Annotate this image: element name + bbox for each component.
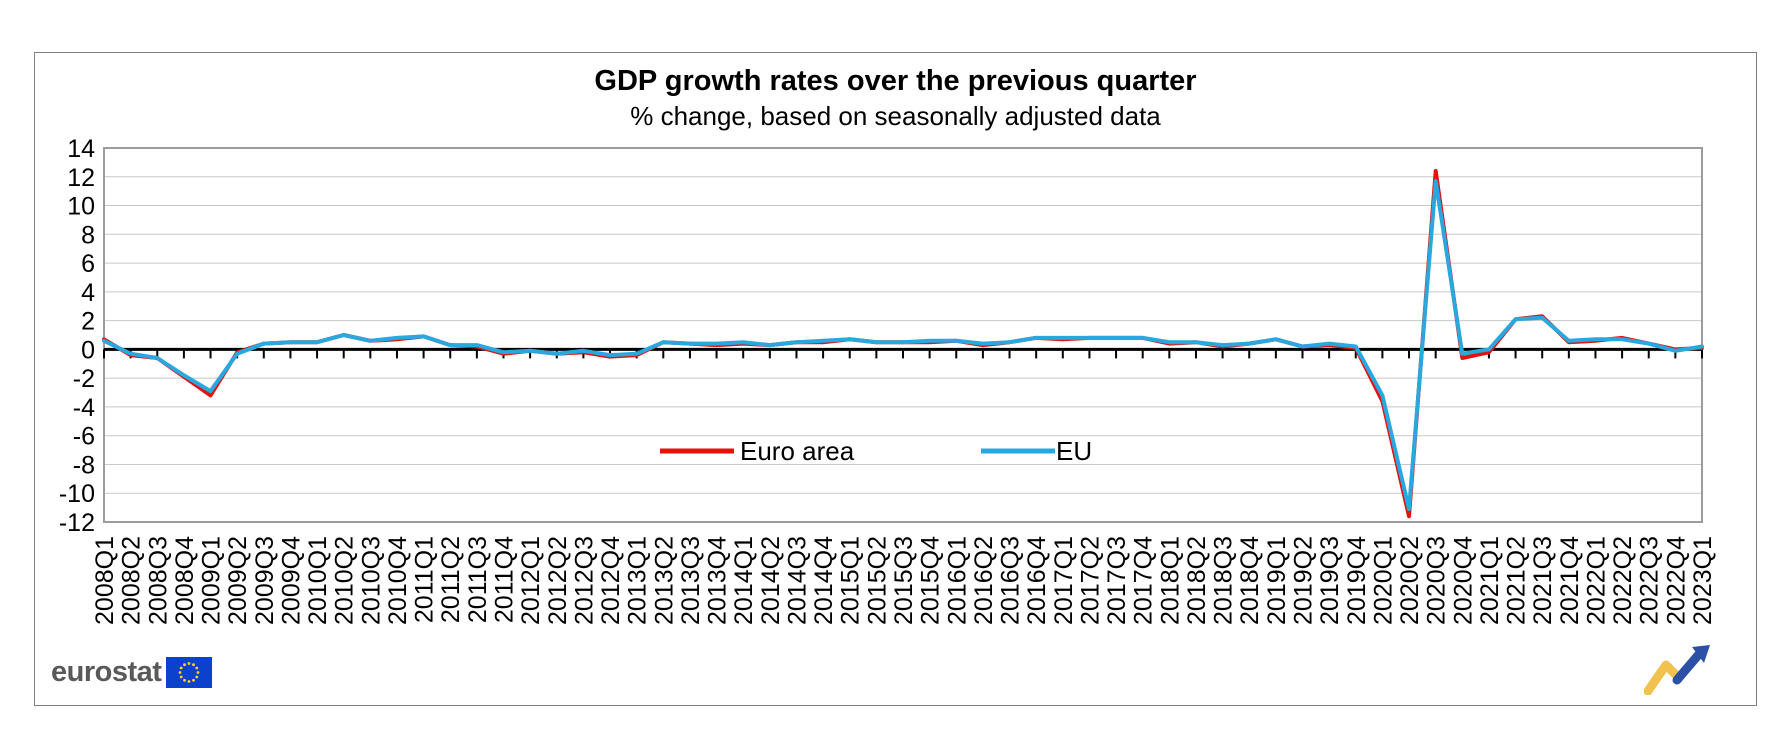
svg-text:2016Q1: 2016Q1 <box>943 536 971 625</box>
svg-text:2019Q4: 2019Q4 <box>1343 536 1371 625</box>
chart-subtitle: % change, based on seasonally adjusted d… <box>630 101 1161 131</box>
svg-text:2008Q3: 2008Q3 <box>144 536 172 625</box>
svg-text:2018Q2: 2018Q2 <box>1183 536 1211 625</box>
svg-text:2012Q3: 2012Q3 <box>570 536 598 625</box>
chart-frame: -12 -10 -8 -6 -4 -2 0 2 4 6 8 10 12 14 2008Q1 2008Q2 200… <box>34 52 1757 706</box>
svg-text:2011Q1: 2011Q1 <box>411 536 439 623</box>
svg-text:12: 12 <box>67 164 95 192</box>
svg-text:2008Q4: 2008Q4 <box>171 536 199 625</box>
svg-text:2009Q3: 2009Q3 <box>251 536 279 625</box>
svg-text:2017Q3: 2017Q3 <box>1103 536 1131 625</box>
svg-text:-6: -6 <box>73 423 95 451</box>
svg-text:0: 0 <box>81 336 95 364</box>
svg-text:2016Q2: 2016Q2 <box>970 536 998 625</box>
zero-axis <box>103 347 1703 359</box>
svg-text:2009Q4: 2009Q4 <box>277 536 305 625</box>
svg-text:10: 10 <box>67 193 95 221</box>
eu-flag-stars <box>179 662 200 683</box>
svg-text:2014Q1: 2014Q1 <box>730 536 758 625</box>
svg-text:2008Q1: 2008Q1 <box>91 536 119 625</box>
svg-text:2015Q3: 2015Q3 <box>890 536 918 625</box>
svg-text:6: 6 <box>81 250 95 278</box>
svg-text:2010Q4: 2010Q4 <box>384 536 412 625</box>
svg-text:2009Q1: 2009Q1 <box>198 536 226 625</box>
x-axis-labels: 2008Q12008Q22008Q32008Q42009Q12009Q22009… <box>91 536 1717 625</box>
trend-arrow-head <box>1692 645 1710 663</box>
svg-text:2020Q4: 2020Q4 <box>1449 536 1477 625</box>
svg-text:2011Q2: 2011Q2 <box>437 536 465 623</box>
svg-text:2013Q4: 2013Q4 <box>704 536 732 625</box>
svg-text:2015Q1: 2015Q1 <box>837 536 865 625</box>
svg-text:2021Q1: 2021Q1 <box>1476 536 1504 625</box>
svg-text:-2: -2 <box>73 365 95 393</box>
svg-text:2022Q3: 2022Q3 <box>1636 536 1664 625</box>
svg-text:2012Q1: 2012Q1 <box>517 536 545 625</box>
trend-arrow-logo <box>1644 645 1710 695</box>
series-line-eu <box>102 179 1704 512</box>
svg-text:2022Q4: 2022Q4 <box>1662 536 1690 625</box>
svg-text:2019Q2: 2019Q2 <box>1290 536 1318 625</box>
svg-text:2020Q1: 2020Q1 <box>1369 536 1397 625</box>
svg-text:2011Q3: 2011Q3 <box>464 536 492 623</box>
eurostat-logo: eurostat <box>51 656 213 689</box>
svg-text:2016Q3: 2016Q3 <box>997 536 1025 625</box>
svg-text:2020Q2: 2020Q2 <box>1396 536 1424 625</box>
legend-label: Euro area <box>740 436 855 466</box>
svg-text:2009Q2: 2009Q2 <box>224 536 252 625</box>
svg-text:-8: -8 <box>73 451 95 479</box>
chart-title: GDP growth rates over the previous quart… <box>594 65 1197 97</box>
eurostat-wordmark: eurostat <box>51 656 162 688</box>
svg-text:2018Q4: 2018Q4 <box>1236 536 1264 625</box>
svg-text:8: 8 <box>81 221 95 249</box>
svg-text:2014Q4: 2014Q4 <box>810 536 838 625</box>
svg-text:2022Q1: 2022Q1 <box>1582 536 1610 625</box>
svg-text:2022Q2: 2022Q2 <box>1609 536 1637 625</box>
svg-text:2010Q2: 2010Q2 <box>331 536 359 625</box>
svg-text:2012Q2: 2012Q2 <box>544 536 572 625</box>
svg-text:2017Q2: 2017Q2 <box>1076 536 1104 625</box>
svg-text:2017Q1: 2017Q1 <box>1050 536 1078 625</box>
svg-text:-12: -12 <box>59 509 95 537</box>
svg-text:2008Q2: 2008Q2 <box>118 536 146 625</box>
trend-arrow-yellow-segment <box>1644 660 1684 695</box>
svg-text:2: 2 <box>81 308 95 336</box>
svg-text:2023Q1: 2023Q1 <box>1689 536 1717 625</box>
legend: Euro area EU <box>660 436 1092 466</box>
svg-text:2010Q1: 2010Q1 <box>304 536 332 625</box>
svg-text:2018Q3: 2018Q3 <box>1210 536 1238 625</box>
plot-border <box>103 147 1703 523</box>
svg-text:2013Q2: 2013Q2 <box>650 536 678 625</box>
svg-text:-4: -4 <box>73 394 95 422</box>
svg-text:2021Q4: 2021Q4 <box>1556 536 1584 625</box>
svg-text:2013Q3: 2013Q3 <box>677 536 705 625</box>
svg-text:2010Q3: 2010Q3 <box>357 536 385 625</box>
svg-text:4: 4 <box>81 279 95 307</box>
svg-text:2016Q4: 2016Q4 <box>1023 536 1051 625</box>
svg-text:2021Q3: 2021Q3 <box>1529 536 1557 625</box>
svg-text:2011Q4: 2011Q4 <box>491 536 519 623</box>
svg-text:2014Q3: 2014Q3 <box>783 536 811 625</box>
svg-text:2020Q3: 2020Q3 <box>1423 536 1451 625</box>
svg-text:2014Q2: 2014Q2 <box>757 536 785 625</box>
svg-text:2015Q4: 2015Q4 <box>917 536 945 625</box>
svg-text:14: 14 <box>67 135 95 163</box>
svg-text:2021Q2: 2021Q2 <box>1503 536 1531 625</box>
svg-text:2019Q3: 2019Q3 <box>1316 536 1344 625</box>
eu-flag-icon <box>166 657 213 688</box>
svg-text:2013Q1: 2013Q1 <box>624 536 652 625</box>
svg-text:2015Q2: 2015Q2 <box>863 536 891 625</box>
svg-text:2019Q1: 2019Q1 <box>1263 536 1291 625</box>
svg-text:2012Q4: 2012Q4 <box>597 536 625 625</box>
svg-text:-10: -10 <box>59 480 95 508</box>
trend-arrow-blue-segment <box>1672 648 1705 685</box>
svg-text:2017Q4: 2017Q4 <box>1130 536 1158 625</box>
legend-label: EU <box>1056 436 1092 466</box>
svg-text:2018Q1: 2018Q1 <box>1156 536 1184 625</box>
chart-canvas: -12-10-8-6-4-2024681012142008Q12008Q2200… <box>59 135 1717 625</box>
